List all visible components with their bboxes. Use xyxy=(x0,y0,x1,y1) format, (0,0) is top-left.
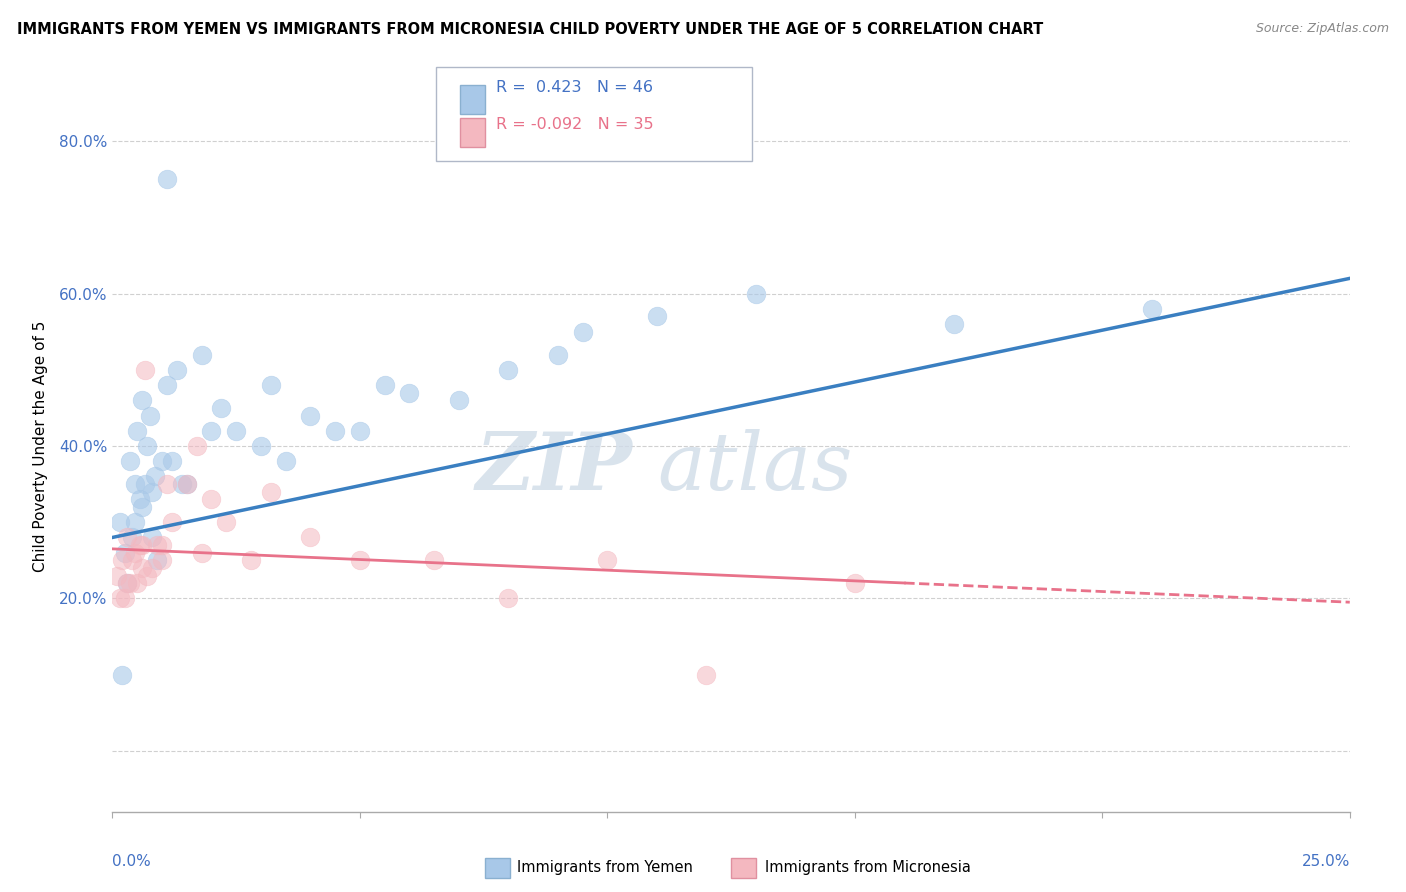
Point xyxy=(745,286,768,301)
Point xyxy=(111,553,134,567)
Point xyxy=(107,568,129,582)
Point xyxy=(127,424,149,438)
Point xyxy=(156,172,179,186)
Point xyxy=(141,530,163,544)
Point xyxy=(150,538,173,552)
Point xyxy=(117,576,139,591)
Point xyxy=(124,515,146,529)
Text: 25.0%: 25.0% xyxy=(1302,854,1350,869)
Point xyxy=(138,409,160,423)
Point xyxy=(141,561,163,575)
Text: atlas: atlas xyxy=(657,429,852,507)
Point xyxy=(250,439,273,453)
Point xyxy=(136,568,159,582)
Point xyxy=(160,454,183,468)
Point xyxy=(942,317,965,331)
Point xyxy=(131,393,153,408)
Point xyxy=(121,553,143,567)
Point xyxy=(547,348,569,362)
Text: R = -0.092   N = 35: R = -0.092 N = 35 xyxy=(496,117,654,132)
Point xyxy=(160,515,183,529)
Point xyxy=(117,576,139,591)
Point xyxy=(299,530,322,544)
Text: Immigrants from Micronesia: Immigrants from Micronesia xyxy=(765,861,970,875)
Point xyxy=(108,515,131,529)
Point xyxy=(114,546,136,560)
Point xyxy=(143,469,166,483)
Point xyxy=(645,310,668,324)
Point xyxy=(124,546,146,560)
Point xyxy=(190,348,212,362)
Point xyxy=(118,576,141,591)
Text: IMMIGRANTS FROM YEMEN VS IMMIGRANTS FROM MICRONESIA CHILD POVERTY UNDER THE AGE : IMMIGRANTS FROM YEMEN VS IMMIGRANTS FROM… xyxy=(17,22,1043,37)
Point xyxy=(176,477,198,491)
Point xyxy=(596,553,619,567)
Point xyxy=(215,515,238,529)
Point xyxy=(156,378,179,392)
Point xyxy=(134,363,156,377)
Point xyxy=(127,576,149,591)
Text: R =  0.423   N = 46: R = 0.423 N = 46 xyxy=(496,80,654,95)
Point xyxy=(423,553,446,567)
Point xyxy=(695,667,717,681)
Point xyxy=(844,576,866,591)
Point xyxy=(128,492,150,507)
Y-axis label: Child Poverty Under the Age of 5: Child Poverty Under the Age of 5 xyxy=(32,320,48,572)
Point xyxy=(186,439,208,453)
Point xyxy=(349,424,371,438)
Point xyxy=(398,385,420,400)
Point xyxy=(349,553,371,567)
Point xyxy=(260,484,283,499)
Point xyxy=(124,477,146,491)
Point xyxy=(260,378,283,392)
Point xyxy=(209,401,232,415)
Point xyxy=(141,484,163,499)
Text: Immigrants from Yemen: Immigrants from Yemen xyxy=(517,861,693,875)
Point xyxy=(131,538,153,552)
Point xyxy=(128,538,150,552)
Point xyxy=(156,477,179,491)
Point xyxy=(111,667,134,681)
Point xyxy=(240,553,263,567)
Point xyxy=(176,477,198,491)
Point xyxy=(200,492,222,507)
Point xyxy=(498,591,520,606)
Point xyxy=(323,424,346,438)
Point xyxy=(118,454,141,468)
Point xyxy=(117,530,139,544)
Point xyxy=(200,424,222,438)
Point xyxy=(374,378,396,392)
Point xyxy=(108,591,131,606)
Point xyxy=(136,439,159,453)
Point xyxy=(150,454,173,468)
Point xyxy=(447,393,470,408)
Text: ZIP: ZIP xyxy=(475,429,633,507)
Point xyxy=(150,553,173,567)
Point xyxy=(114,591,136,606)
Text: Source: ZipAtlas.com: Source: ZipAtlas.com xyxy=(1256,22,1389,36)
Point xyxy=(1140,301,1163,316)
Point xyxy=(299,409,322,423)
Text: 0.0%: 0.0% xyxy=(112,854,152,869)
Point xyxy=(146,538,169,552)
Point xyxy=(146,553,169,567)
Point xyxy=(190,546,212,560)
Point xyxy=(166,363,188,377)
Point xyxy=(121,530,143,544)
Point xyxy=(131,500,153,514)
Point xyxy=(498,363,520,377)
Point xyxy=(225,424,247,438)
Point xyxy=(134,477,156,491)
Point xyxy=(170,477,193,491)
Point xyxy=(131,561,153,575)
Point xyxy=(571,325,593,339)
Point xyxy=(274,454,297,468)
